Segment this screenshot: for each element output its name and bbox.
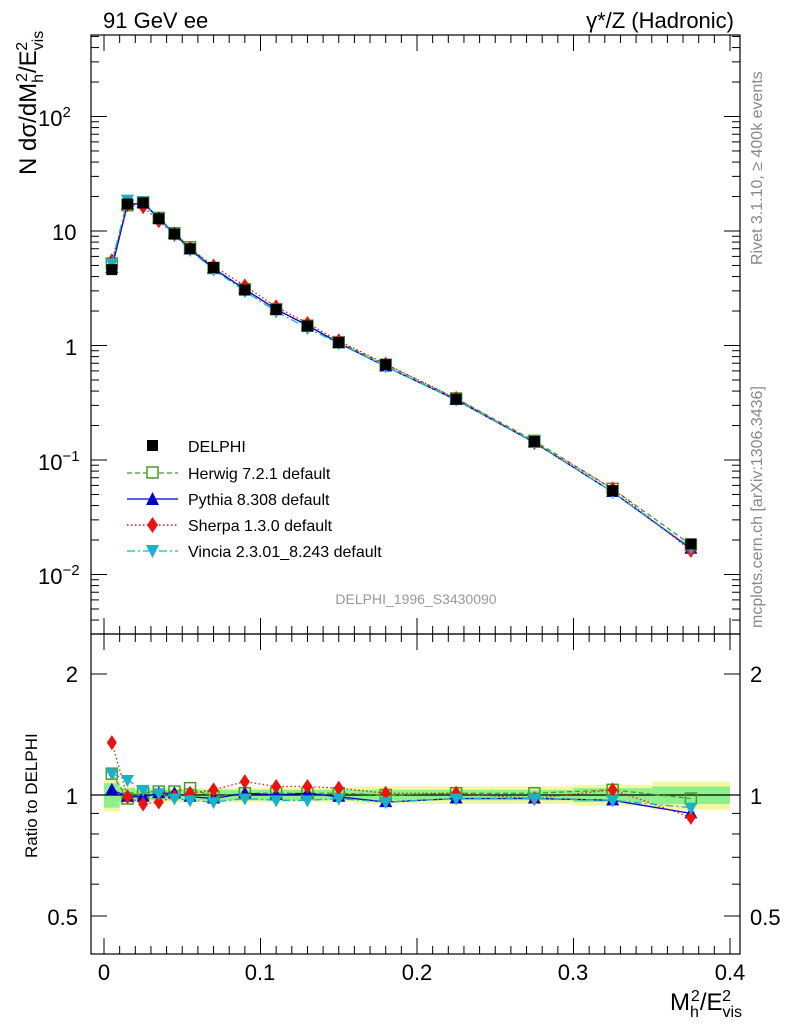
ratio-point-vincia [527, 793, 541, 806]
legend-label-sherpa: Sherpa 1.3.0 default [188, 518, 333, 535]
ratio-point-vincia [120, 774, 134, 787]
ratio-point-sherpa [239, 774, 250, 790]
ratio-point-vincia [105, 768, 119, 781]
legend-label-data: DELPHI [188, 439, 246, 456]
ratio-point-sherpa [685, 809, 696, 825]
line-vincia [111, 198, 692, 549]
ratio-axis-title: Ratio to DELPHI [22, 733, 41, 858]
point-data [301, 320, 313, 332]
ratio-tick-2: 2 [66, 662, 78, 687]
ratio-tick-1-right: 1 [750, 784, 762, 809]
y-tick-1e2: 102 [38, 104, 71, 131]
ratio-point-sherpa [302, 778, 313, 794]
point-data [685, 538, 697, 550]
ratio-point-sherpa [208, 782, 219, 798]
ratio-line-vincia [111, 773, 691, 809]
point-data [184, 243, 196, 255]
ratio-point-vincia [207, 797, 221, 810]
point-data [380, 359, 392, 371]
legend-entry-pythia: Pythia 8.308 default [127, 492, 330, 509]
ratio-point-vincia [379, 797, 393, 810]
legend-entry-sherpa: Sherpa 1.3.0 default [127, 517, 333, 535]
point-data [450, 393, 462, 405]
point-data [607, 485, 619, 497]
x-tick-labels: 0 0.1 0.2 0.3 0.4 [98, 960, 745, 985]
ratio-tick-1: 1 [66, 784, 78, 809]
header-left: 91 GeV ee [103, 8, 208, 33]
ratio-point-sherpa [138, 796, 149, 812]
ratio-series-vincia [105, 768, 698, 815]
ratio-point-sherpa [271, 778, 282, 794]
ratio-point-vincia [183, 795, 197, 808]
x-tick-0.2: 0.2 [402, 960, 433, 985]
point-data [239, 284, 251, 296]
axis-ticks [91, 35, 740, 954]
ratio-point-sherpa [380, 785, 391, 801]
ratio-point-vincia [152, 788, 166, 801]
x-axis-title: Mh2/Evis2 [670, 988, 742, 1021]
x-tick-0: 0 [98, 960, 110, 985]
point-data [333, 337, 345, 349]
rivet-label: Rivet 3.1.10, ≥ 400k events [749, 71, 766, 265]
legend-label-pythia: Pythia 8.308 default [188, 492, 330, 509]
ratio-point-vincia [136, 784, 150, 797]
ratio-series-sherpa [106, 735, 696, 825]
ratio-point-pythia [105, 782, 119, 795]
ratio-line-sherpa [111, 742, 692, 818]
y-axis-title: N dσ/dMh2/Evis2 [14, 31, 47, 175]
ratio-point-sherpa [607, 782, 618, 798]
y-tick-10: 10 [52, 220, 76, 245]
point-data [208, 261, 220, 273]
x-tick-0.4: 0.4 [715, 960, 746, 985]
ratio-point-sherpa [333, 780, 344, 796]
legend-entry-herwig: Herwig 7.2.1 default [127, 466, 331, 483]
legend: DELPHI Herwig 7.2.1 default Pythia 8.308… [127, 439, 382, 561]
line-sherpa [111, 203, 692, 552]
legend-entry-data: DELPHI [147, 439, 246, 456]
y-tick-1: 1 [65, 335, 77, 360]
main-plot-series [105, 194, 698, 559]
ratio-point-vincia [167, 793, 181, 806]
ratio-point-vincia [269, 795, 283, 808]
legend-label-herwig: Herwig 7.2.1 default [188, 466, 331, 483]
legend-label-vincia: Vincia 2.3.01_8.243 default [188, 544, 382, 561]
ratio-y-tick-labels: 2 1 0.5 2 1 0.5 [47, 662, 780, 930]
analysis-watermark: DELPHI_1996_S3430090 [335, 591, 496, 607]
point-data [137, 197, 149, 209]
point-data [168, 228, 180, 240]
mcplots-label: mcplots.cern.ch [arXiv:1306.3436] [749, 386, 766, 628]
ratio-point-vincia [300, 795, 314, 808]
ratio-point-vincia [684, 802, 698, 815]
series-data [106, 197, 697, 550]
ratio-point-vincia [238, 793, 252, 806]
ratio-plot-series [105, 735, 698, 825]
y-tick-1e-2: 10−2 [38, 562, 80, 589]
ratio-plot-frame [90, 633, 741, 955]
ratio-point-sherpa [122, 789, 133, 805]
point-data [528, 436, 540, 448]
ratio-point-vincia [606, 795, 620, 808]
y-tick-1e-1: 10−1 [38, 448, 80, 475]
ratio-line-herwig [111, 773, 691, 800]
ratio-point-vincia [449, 793, 463, 806]
x-tick-0.3: 0.3 [558, 960, 589, 985]
ratio-tick-0.5: 0.5 [47, 905, 78, 930]
ratio-point-sherpa [106, 735, 117, 751]
ratio-point-sherpa [153, 794, 164, 810]
ratio-uncertainty-bands [104, 779, 730, 812]
x-tick-0.1: 0.1 [245, 960, 276, 985]
point-data [153, 213, 165, 225]
ratio-tick-0.5-right: 0.5 [750, 905, 781, 930]
ratio-tick-2-right: 2 [750, 662, 762, 687]
point-data [270, 304, 282, 316]
header-right: γ*/Z (Hadronic) [586, 8, 734, 33]
ratio-point-vincia [332, 793, 346, 806]
legend-entry-vincia: Vincia 2.3.01_8.243 default [127, 544, 382, 561]
main-y-tick-labels: 10−2 10−1 1 10 102 [38, 104, 80, 589]
point-data [121, 198, 133, 210]
point-data [106, 264, 118, 276]
